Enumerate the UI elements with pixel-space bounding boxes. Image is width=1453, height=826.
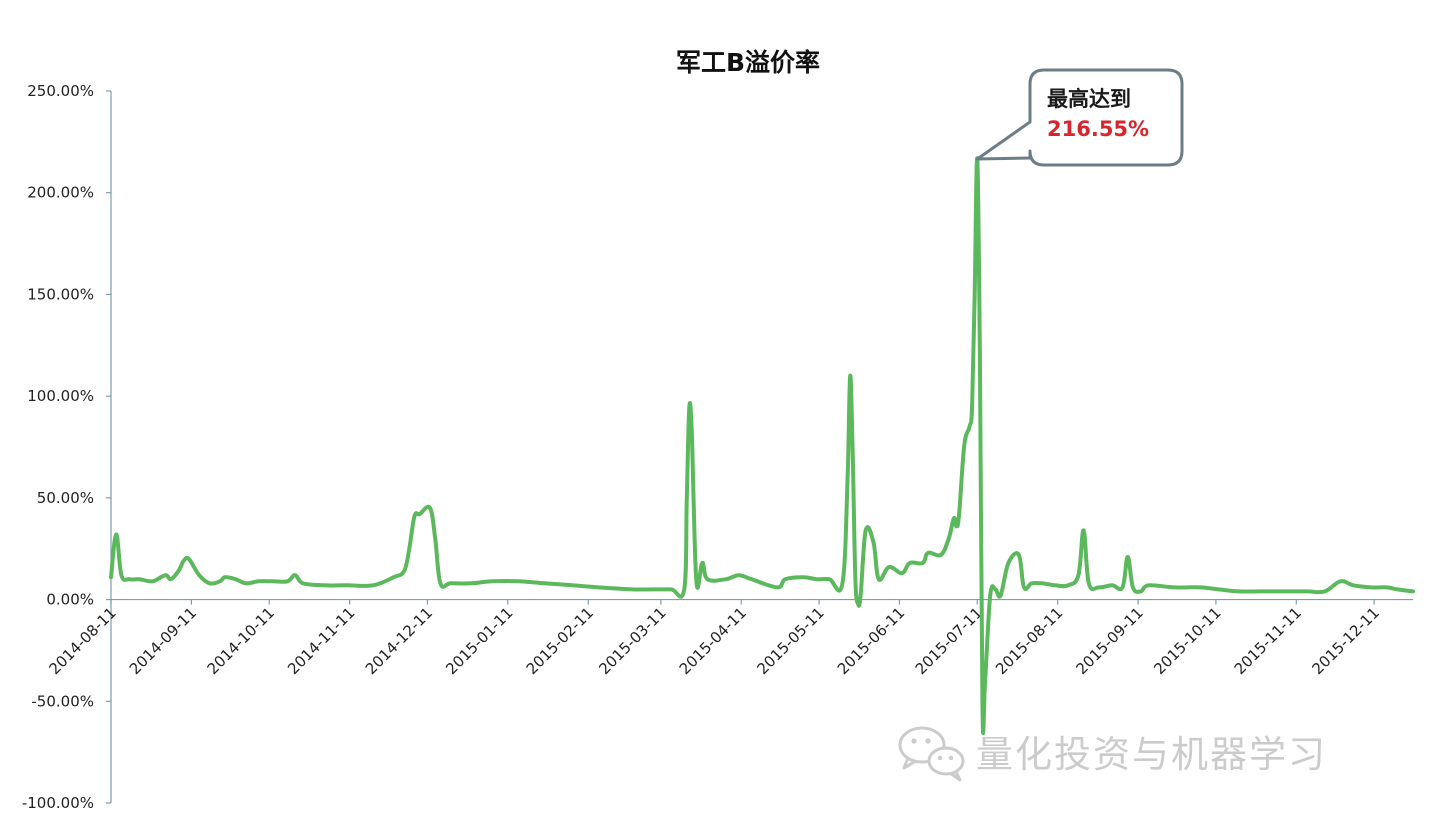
x-tick-label: 2015-12-11 <box>1309 604 1383 678</box>
x-tick-label: 2015-03-11 <box>595 604 669 678</box>
y-tick-label: 200.00% <box>27 184 94 202</box>
callout-label: 最高达到 <box>1047 87 1131 111</box>
y-tick-label: 0.00% <box>46 591 94 609</box>
x-tick-label: 2015-05-11 <box>754 604 828 678</box>
watermark-text: 量化投资与机器学习 <box>976 733 1327 776</box>
x-tick-label: 2015-10-11 <box>1150 604 1224 678</box>
y-tick-label: 50.00% <box>37 489 94 507</box>
x-tick-label: 2015-07-11 <box>912 604 986 678</box>
x-tick-label: 2014-12-11 <box>362 604 436 678</box>
x-tick-label: 2014-10-11 <box>204 604 278 678</box>
x-tick-label: 2015-08-11 <box>992 604 1066 678</box>
x-tick-label: 2015-01-11 <box>442 604 516 678</box>
wechat-icon <box>898 726 965 782</box>
y-tick-label: 250.00% <box>27 82 94 100</box>
x-tick-label: 2014-11-11 <box>284 604 358 678</box>
x-tick-label: 2014-08-11 <box>45 604 119 678</box>
series-layer <box>109 156 1415 735</box>
chart-title: 军工B溢价率 <box>676 48 820 77</box>
series-line-0 <box>109 156 1415 735</box>
y-tick-label: -100.00% <box>22 794 94 812</box>
y-tick-label: 150.00% <box>27 285 94 303</box>
x-tick-label: 2014-09-11 <box>126 604 200 678</box>
callout-value: 216.55% <box>1047 117 1149 141</box>
axes <box>110 91 1413 803</box>
x-tick-label: 2015-06-11 <box>834 604 908 678</box>
watermark: 量化投资与机器学习 <box>898 726 1327 782</box>
x-tick-label: 2015-02-11 <box>523 604 597 678</box>
x-tick-label: 2015-11-11 <box>1231 604 1305 678</box>
x-axis-ticks: 2014-08-11 2014-09-11 2014-10-11 2014-11-11… <box>45 599 1383 678</box>
y-tick-label: 100.00% <box>27 387 94 405</box>
x-tick-label: 2015-09-11 <box>1073 604 1147 678</box>
callout-bubble <box>975 68 1184 167</box>
x-tick-label: 2015-04-11 <box>676 604 750 678</box>
peak-callout: 最高达到 216.55% <box>975 68 1184 167</box>
y-axis-ticks: -100.00% -50.00% 0.00% 50.00% 100.00% 150.00%… <box>22 82 111 812</box>
y-tick-label: -50.00% <box>31 692 94 710</box>
